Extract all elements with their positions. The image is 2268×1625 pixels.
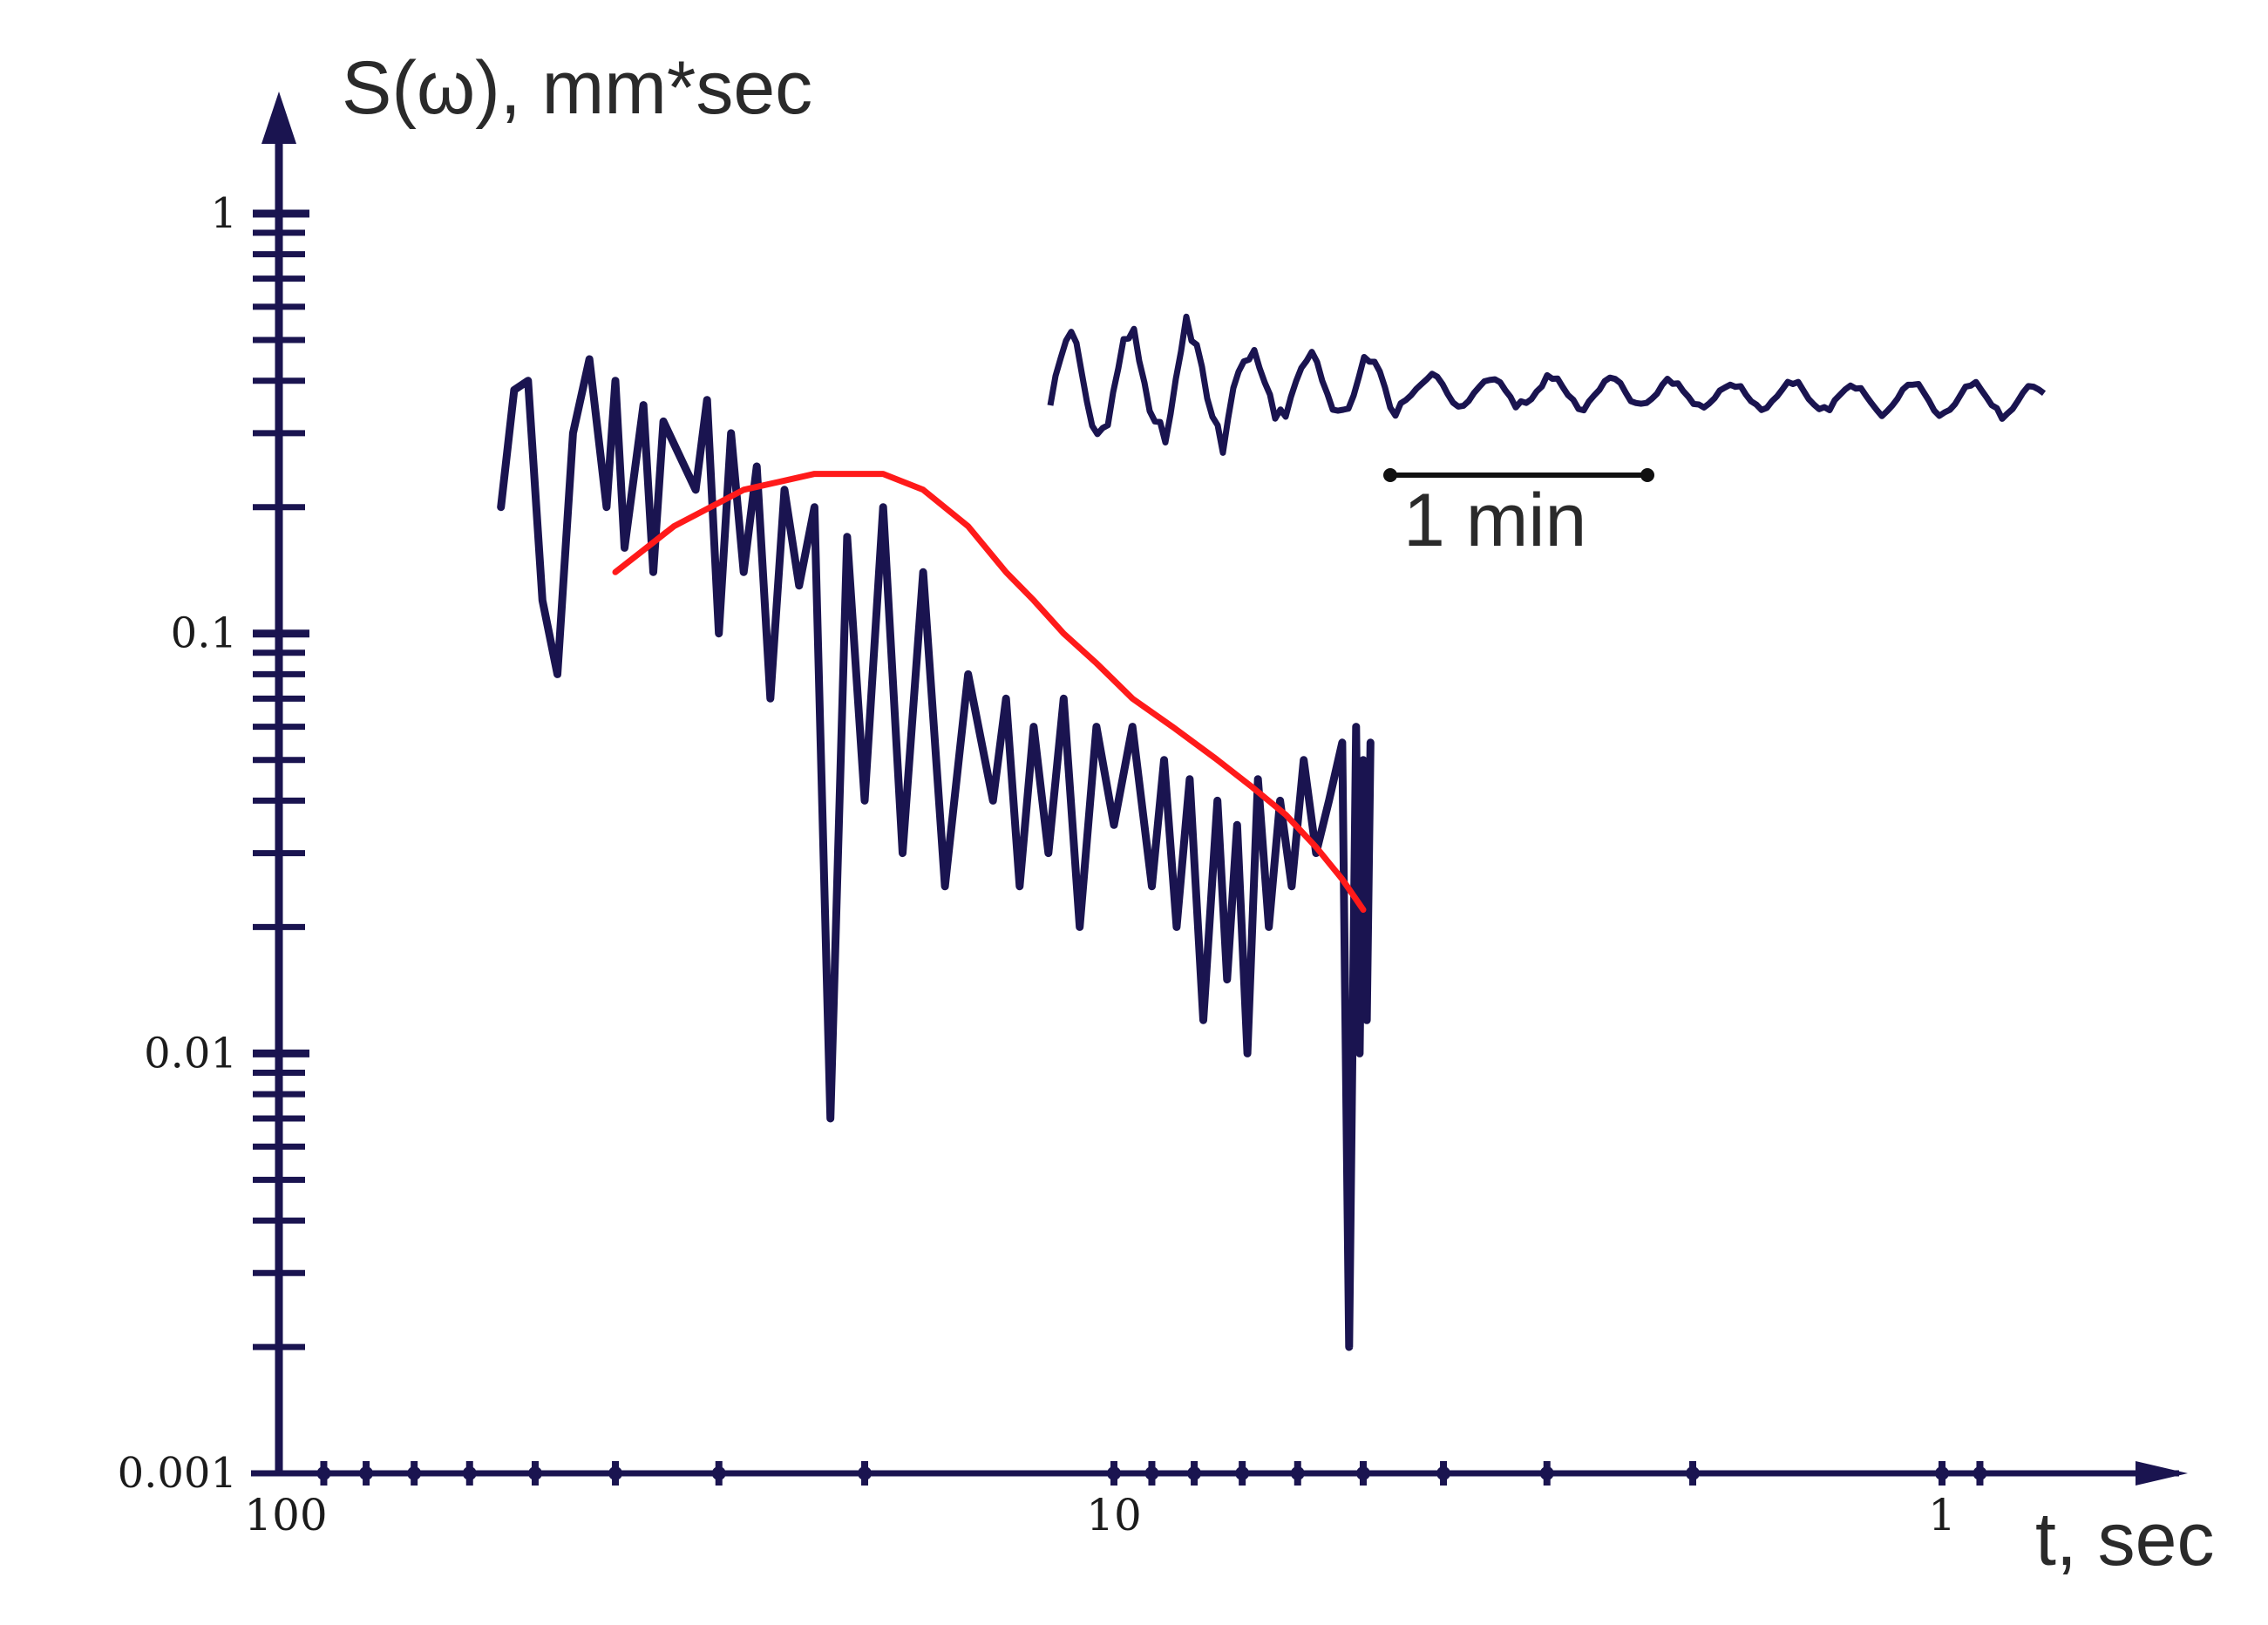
x-tick-dot bbox=[711, 1466, 726, 1480]
series-layer bbox=[497, 355, 1375, 1351]
axes bbox=[251, 92, 2188, 1486]
x-tick-dot bbox=[1973, 1466, 1987, 1480]
x-tick-dot bbox=[608, 1466, 623, 1480]
x-axis-ticks: 100 10 1 bbox=[244, 1461, 1987, 1540]
y-tick-label: 0.1 bbox=[171, 609, 237, 658]
x-tick-dot bbox=[858, 1466, 873, 1480]
x-tick-dot bbox=[1686, 1466, 1701, 1480]
x-tick-dot bbox=[1144, 1466, 1159, 1480]
x-tick-dot bbox=[407, 1466, 422, 1480]
inset-trace bbox=[1047, 313, 2047, 456]
x-tick-dot bbox=[1290, 1466, 1305, 1480]
x-tick-dot bbox=[359, 1466, 374, 1480]
spectrum-line bbox=[497, 355, 1375, 1351]
inset-time-trace bbox=[1047, 313, 2047, 482]
x-tick-label: 100 bbox=[244, 1490, 327, 1540]
x-axis-title: t, sec bbox=[2035, 1498, 2215, 1581]
fit-curve bbox=[612, 471, 1367, 913]
x-tick-dot bbox=[527, 1466, 542, 1480]
x-axis-arrow bbox=[2136, 1461, 2188, 1486]
y-axis-ticks: 1 0.1 0.01 0.001 bbox=[118, 189, 309, 1498]
y-tick-label: 0.01 bbox=[144, 1029, 237, 1078]
x-tick-label: 1 bbox=[1928, 1490, 1956, 1540]
x-tick-dot bbox=[1107, 1466, 1121, 1480]
x-tick-dot bbox=[462, 1466, 477, 1480]
x-tick-dot bbox=[1355, 1466, 1370, 1480]
scale-bar-end bbox=[1640, 468, 1654, 482]
y-axis-arrow bbox=[261, 92, 296, 144]
x-tick-dot bbox=[316, 1466, 331, 1480]
x-tick-label: 10 bbox=[1086, 1490, 1142, 1540]
x-tick-dot bbox=[1436, 1466, 1451, 1480]
y-tick-label: 1 bbox=[210, 189, 237, 238]
scale-bar-label: 1 min bbox=[1403, 479, 1586, 562]
y-tick-label: 0.001 bbox=[118, 1449, 237, 1498]
y-axis-title: S(ω), mm*sec bbox=[342, 46, 812, 130]
scale-bar-end bbox=[1383, 468, 1397, 482]
x-tick-dot bbox=[1235, 1466, 1250, 1480]
x-tick-dot bbox=[1187, 1466, 1202, 1480]
x-tick-dot bbox=[1935, 1466, 1949, 1480]
x-tick-dot bbox=[1539, 1466, 1554, 1480]
